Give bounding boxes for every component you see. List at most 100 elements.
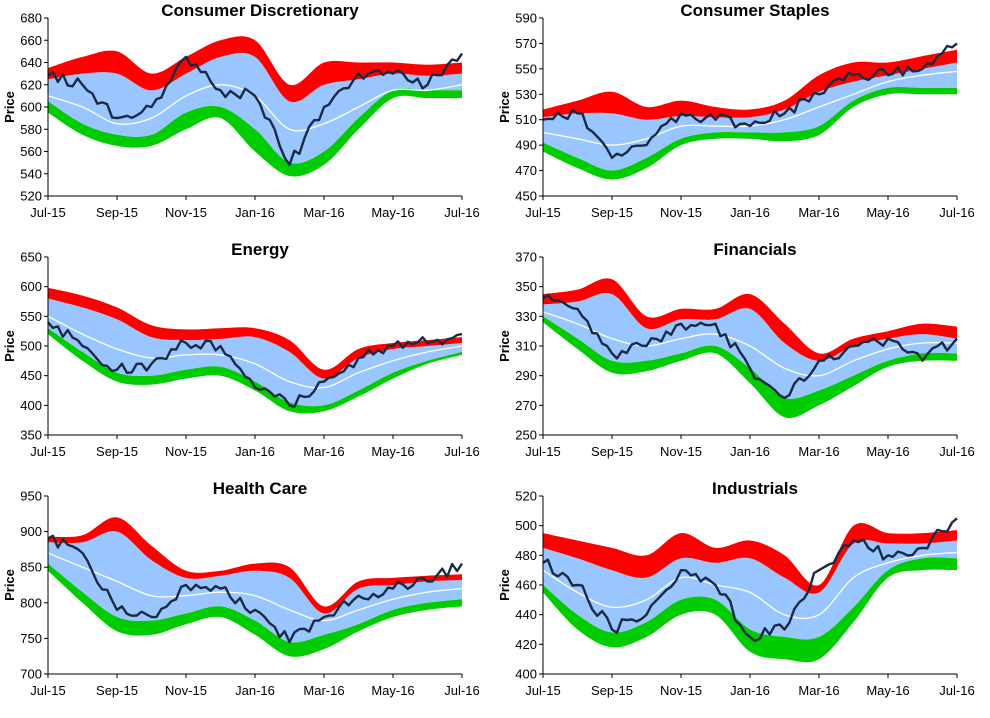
y-tick-label: 500 (20, 339, 42, 354)
line-middle-financials (542, 311, 958, 377)
x-tick-label: Sep-15 (591, 683, 633, 698)
y-tick-label: 310 (515, 339, 537, 354)
x-tick-label: Jul-15 (30, 205, 65, 220)
y-tick-label: 520 (20, 189, 42, 204)
y-tick-label: 570 (515, 36, 537, 51)
band-upper-health-care (48, 517, 462, 614)
y-tick-label: 600 (20, 100, 42, 115)
y-tick-label: 330 (515, 309, 537, 324)
y-tick-label: 660 (20, 33, 42, 48)
y-tick-label: 550 (20, 309, 42, 324)
chart-title-energy: Energy (231, 240, 289, 259)
line-middle-health-care (47, 552, 463, 622)
x-tick-label: Jul-15 (525, 444, 560, 459)
x-tick-label: Nov-15 (165, 683, 207, 698)
chart-health-care: 700 750 800 850 900 950 Jul-15 Sep-15 Nov-15 Jan-… (2, 479, 480, 698)
y-tick-label: 600 (20, 279, 42, 294)
band-lower-financials (543, 316, 957, 418)
band-lower-consumer-staples (543, 86, 957, 180)
x-tick-label: Mar-16 (798, 683, 839, 698)
x-tick-label: Jul-15 (525, 205, 560, 220)
y-axis-label-health-care: Price (2, 569, 17, 601)
y-tick-label: 500 (515, 518, 537, 533)
x-tick-label: May-16 (866, 683, 909, 698)
chart-panel-industrials: 400 420 440 460 480 500 520 Jul-15 Sep-15 Nov-15 J… (495, 478, 990, 717)
x-tick-label: Jul-15 (30, 444, 65, 459)
y-tick-label: 560 (20, 144, 42, 159)
y-tick-label: 580 (20, 122, 42, 137)
chart-panel-consumer-staples: 450 470 490 510 530 550 570 590 Jul-15 Sep-15 Nov-… (495, 0, 990, 239)
line-price-financials (542, 294, 958, 400)
x-tick-label: Sep-15 (591, 444, 633, 459)
band-lower-health-care (48, 563, 462, 657)
chart-panel-health-care: 700 750 800 850 900 950 Jul-15 Sep-15 Nov-15 Jan-… (0, 478, 495, 717)
band-lower-energy (48, 328, 462, 414)
x-tick-label: May-16 (371, 205, 414, 220)
y-axis-label-consumer-discretionary: Price (2, 91, 17, 123)
y-tick-label: 650 (20, 250, 42, 265)
y-tick-label: 350 (515, 279, 537, 294)
y-tick-label: 420 (515, 637, 537, 652)
chart-energy: 350 400 450 500 550 600 650 Jul-15 Sep-15 Nov-15 J… (2, 240, 480, 459)
band-upper-consumer-staples (543, 49, 957, 120)
x-tick-label: Sep-15 (96, 205, 138, 220)
y-tick-label: 590 (515, 11, 537, 26)
x-tick-label: Jul-16 (939, 205, 974, 220)
band-outer-health-care (48, 531, 462, 643)
x-tick-label: Nov-15 (165, 444, 207, 459)
y-tick-label: 520 (515, 489, 537, 504)
y-tick-label: 800 (20, 595, 42, 610)
x-tick-label: Jan-16 (235, 205, 275, 220)
x-tick-label: Jul-15 (525, 683, 560, 698)
y-tick-label: 480 (515, 548, 537, 563)
y-tick-label: 470 (515, 163, 537, 178)
y-axis-label-energy: Price (2, 330, 17, 362)
x-tick-label: Jan-16 (235, 683, 275, 698)
x-tick-label: Jul-16 (939, 444, 974, 459)
x-tick-label: Jul-16 (939, 683, 974, 698)
x-tick-label: Jul-15 (30, 683, 65, 698)
y-tick-label: 490 (515, 138, 537, 153)
y-tick-label: 450 (20, 368, 42, 383)
x-tick-label: Sep-15 (96, 444, 138, 459)
band-lower-consumer-discretionary (48, 88, 462, 177)
x-tick-label: Mar-16 (303, 444, 344, 459)
y-tick-label: 550 (515, 61, 537, 76)
line-price-industrials (542, 517, 958, 643)
x-tick-label: Jan-16 (730, 683, 770, 698)
band-outer-consumer-discretionary (48, 52, 462, 164)
y-tick-label: 510 (515, 112, 537, 127)
x-tick-label: Nov-15 (165, 205, 207, 220)
y-tick-label: 270 (515, 398, 537, 413)
y-tick-label: 400 (20, 398, 42, 413)
band-lower-industrials (543, 557, 957, 663)
y-tick-label: 350 (20, 428, 42, 443)
chart-title-financials: Financials (713, 240, 796, 259)
y-tick-label: 540 (20, 166, 42, 181)
y-tick-label: 640 (20, 55, 42, 70)
y-tick-label: 750 (20, 631, 42, 646)
y-tick-label: 250 (515, 428, 537, 443)
line-middle-energy (47, 315, 463, 389)
y-tick-label: 370 (515, 250, 537, 265)
y-axis-label-financials: Price (497, 330, 512, 362)
x-tick-label: Mar-16 (303, 205, 344, 220)
y-tick-label: 290 (515, 368, 537, 383)
chart-panel-consumer-discretionary: 520 540 560 580 600 620 640 660 680 Jul-15 Sep-15 N… (0, 0, 495, 239)
x-tick-label: May-16 (866, 205, 909, 220)
chart-consumer-staples: 450 470 490 510 530 550 570 590 Jul-15 Sep-15 Nov-… (497, 1, 975, 220)
x-tick-label: Jan-16 (730, 444, 770, 459)
y-tick-label: 450 (515, 189, 537, 204)
y-tick-label: 700 (20, 667, 42, 682)
chart-industrials: 400 420 440 460 480 500 520 Jul-15 Sep-15 Nov-15 J… (497, 479, 975, 698)
line-price-consumer-staples (542, 42, 958, 160)
x-tick-label: Jul-16 (444, 683, 479, 698)
x-tick-label: May-16 (371, 683, 414, 698)
x-tick-label: Jul-16 (444, 444, 479, 459)
y-axis-label-industrials: Price (497, 569, 512, 601)
band-upper-consumer-discretionary (48, 36, 462, 103)
y-tick-label: 440 (515, 607, 537, 622)
line-middle-industrials (542, 551, 958, 620)
chart-panel-energy: 350 400 450 500 550 600 650 Jul-15 Sep-15 Nov-15 J… (0, 239, 495, 478)
chart-financials: 250 270 290 310 330 350 370 Jul-15 Sep-15 Nov-15 J… (497, 240, 975, 459)
